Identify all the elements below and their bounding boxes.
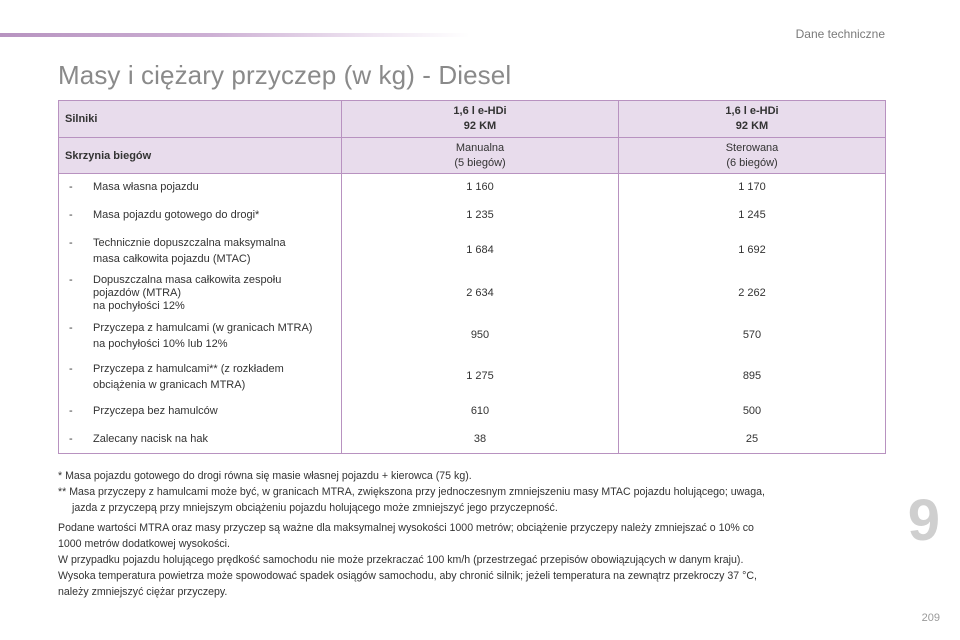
row-dash: - (69, 274, 73, 286)
paragraph-1-line1: Podane wartości MTRA oraz masy przyczep … (58, 522, 754, 534)
page-title: Masy i ciężary przyczep (w kg) - Diesel (58, 60, 512, 90)
footnote-1: * Masa pojazdu gotowego do drogi równa s… (58, 470, 472, 482)
row-label: Przyczepa bez hamulców (93, 405, 218, 417)
row-label-line1: Przyczepa z hamulcami (w granicach MTRA) (93, 321, 313, 334)
paragraph-2: W przypadku pojazdu holującego prędkość … (58, 554, 744, 566)
row-value-col2: 895 (742, 370, 762, 382)
row-value-col2: 1 692 (738, 244, 766, 256)
engine-col1-name: 1,6 l e-HDi (453, 105, 507, 117)
row-dash: - (69, 362, 73, 375)
header-accent-bar (0, 33, 470, 37)
row-label: Zalecany nacisk na hak (93, 432, 208, 445)
table-row: - Zalecany nacisk na hak 38 25 (58, 425, 886, 454)
gearbox-row: Skrzynia biegów Manualna (5 biegów) Ster… (58, 137, 886, 174)
section-label: Dane techniczne (795, 27, 885, 41)
row-value-col2: 1 245 (738, 209, 766, 221)
gearbox-col1: Manualna (5 biegów) (341, 137, 619, 174)
row-value-col1: 1 275 (341, 355, 619, 398)
paragraph-1-line2: 1000 metrów dodatkowej wysokości. (58, 538, 230, 550)
gearbox-label: Skrzynia biegów (58, 137, 342, 174)
row-label-line2: obciążenia w granicach MTRA) (93, 378, 246, 391)
row-label: Masa pojazdu gotowego do drogi* (93, 209, 260, 221)
row-label-line1: Dopuszczalna masa całkowita zespołu (93, 274, 282, 286)
row-label-line1: Technicznie dopuszczalna maksymalna (93, 236, 286, 249)
row-value-col1: 1 160 (341, 173, 619, 202)
row-label-line2: na pochyłości 10% lub 12% (93, 337, 228, 350)
table-row: - Przyczepa z hamulcami (w granicach MTRA… (58, 315, 886, 356)
row-dash: - (69, 405, 73, 417)
table-row: - Masa pojazdu gotowego do drogi* 1 235 1… (58, 201, 886, 230)
row-value-col2: 1 170 (738, 181, 766, 194)
gearbox-col2-type: Sterowana (725, 141, 779, 154)
engine-col1: 1,6 l e-HDi 92 KM (341, 100, 619, 138)
table-row: - Masa własna pojazdu 1 160 1 170 (58, 173, 886, 202)
engine-col1-power: 92 KM (463, 120, 497, 132)
table-row: - Przyczepa bez hamulców 610 500 (58, 397, 886, 426)
row-value-col1: 950 (341, 315, 619, 356)
row-label-line2: pojazdów (MTRA) (93, 287, 182, 299)
weights-table: Silniki 1,6 l e-HDi 92 KM 1,6 l e-HDi 92… (58, 100, 886, 454)
row-value-col2: 500 (742, 405, 762, 417)
footnote-2-line2: jazda z przyczepą przy mniejszym obciąże… (72, 502, 558, 514)
row-value-col1: 1 235 (341, 201, 619, 230)
table-row: - Przyczepa z hamulcami** (z rozkładem obc… (58, 355, 886, 398)
gearbox-col1-type: Manualna (455, 141, 505, 154)
table-row: - Technicznie dopuszczalna maksymalna masa… (58, 229, 886, 272)
row-value-col1: 2 634 (341, 271, 619, 316)
engine-row: Silniki 1,6 l e-HDi 92 KM 1,6 l e-HDi 92… (58, 100, 886, 138)
row-label-line3: na pochyłości 12% (93, 300, 185, 312)
footnote-2-line1: ** Masa przyczepy z hamulcami może być, … (58, 486, 765, 498)
engine-col2-power: 92 KM (735, 120, 769, 132)
chapter-number: 9 (907, 488, 940, 553)
notes-paragraphs: Podane wartości MTRA oraz masy przyczep … (58, 520, 888, 600)
gearbox-col2: Sterowana (6 biegów) (618, 137, 886, 174)
row-dash: - (69, 209, 73, 221)
engine-col2: 1,6 l e-HDi 92 KM (618, 100, 886, 138)
row-label-line2: masa całkowita pojazdu (MTAC) (93, 252, 251, 265)
row-value-col1: 1 684 (341, 229, 619, 272)
row-dash: - (69, 181, 73, 194)
engine-label: Silniki (58, 100, 342, 138)
page-number: 209 (921, 612, 940, 624)
row-dash: - (69, 236, 73, 249)
paragraph-3-line2: należy zmniejszyć ciężar przyczepy. (58, 586, 228, 598)
row-value-col1: 38 (341, 425, 619, 454)
gearbox-col1-gears: (5 biegów) (454, 156, 506, 169)
row-value-col2: 2 262 (738, 287, 766, 299)
engine-col2-name: 1,6 l e-HDi (725, 105, 779, 117)
row-dash: - (69, 321, 73, 334)
row-value-col1: 610 (341, 397, 619, 426)
row-value-col2: 570 (742, 329, 762, 341)
row-label: Masa własna pojazdu (93, 181, 199, 194)
footnotes: * Masa pojazdu gotowego do drogi równa s… (58, 468, 888, 600)
gearbox-col2-gears: (6 biegów) (726, 156, 778, 169)
paragraph-3-line1: Wysoka temperatura powietrza może spowod… (58, 570, 757, 582)
table-row: - Dopuszczalna masa całkowita zespołu poja… (58, 271, 886, 316)
row-value-col2: 25 (745, 432, 759, 445)
row-dash: - (69, 432, 73, 445)
row-label-line1: Przyczepa z hamulcami** (z rozkładem (93, 362, 284, 375)
